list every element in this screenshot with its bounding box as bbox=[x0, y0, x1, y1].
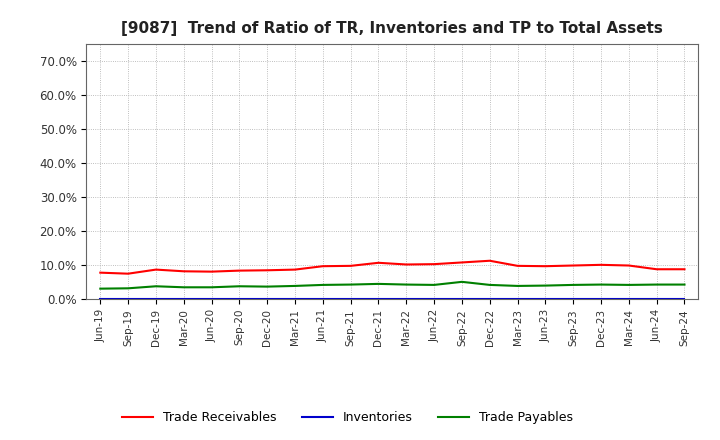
Inventories bbox=[124, 296, 132, 301]
Trade Receivables bbox=[569, 263, 577, 268]
Trade Receivables bbox=[402, 262, 410, 267]
Trade Payables bbox=[291, 283, 300, 289]
Inventories bbox=[179, 296, 188, 301]
Inventories bbox=[597, 296, 606, 301]
Trade Payables bbox=[569, 282, 577, 288]
Trade Payables bbox=[318, 282, 327, 288]
Line: Trade Receivables: Trade Receivables bbox=[100, 261, 685, 274]
Inventories bbox=[652, 296, 661, 301]
Inventories bbox=[318, 296, 327, 301]
Trade Receivables bbox=[624, 263, 633, 268]
Trade Payables bbox=[263, 284, 271, 289]
Trade Payables bbox=[207, 285, 216, 290]
Trade Receivables bbox=[207, 269, 216, 274]
Trade Payables bbox=[513, 283, 522, 289]
Trade Receivables bbox=[485, 258, 494, 264]
Trade Payables bbox=[179, 285, 188, 290]
Trade Receivables bbox=[680, 267, 689, 272]
Trade Receivables bbox=[458, 260, 467, 265]
Inventories bbox=[152, 296, 161, 301]
Trade Receivables bbox=[346, 263, 355, 268]
Inventories bbox=[541, 296, 550, 301]
Trade Payables bbox=[597, 282, 606, 287]
Title: [9087]  Trend of Ratio of TR, Inventories and TP to Total Assets: [9087] Trend of Ratio of TR, Inventories… bbox=[122, 21, 663, 36]
Inventories bbox=[207, 296, 216, 301]
Trade Receivables bbox=[597, 262, 606, 268]
Trade Receivables bbox=[96, 270, 104, 275]
Trade Payables bbox=[680, 282, 689, 287]
Trade Receivables bbox=[430, 261, 438, 267]
Trade Receivables bbox=[291, 267, 300, 272]
Trade Payables bbox=[402, 282, 410, 287]
Trade Payables bbox=[652, 282, 661, 287]
Trade Payables bbox=[346, 282, 355, 287]
Inventories bbox=[346, 296, 355, 301]
Inventories bbox=[402, 296, 410, 301]
Inventories bbox=[680, 296, 689, 301]
Inventories bbox=[291, 296, 300, 301]
Inventories bbox=[624, 296, 633, 301]
Trade Payables bbox=[541, 283, 550, 288]
Inventories bbox=[430, 296, 438, 301]
Inventories bbox=[458, 296, 467, 301]
Trade Payables bbox=[96, 286, 104, 291]
Inventories bbox=[235, 296, 243, 301]
Trade Payables bbox=[485, 282, 494, 288]
Inventories bbox=[569, 296, 577, 301]
Trade Receivables bbox=[318, 264, 327, 269]
Trade Payables bbox=[374, 281, 383, 286]
Trade Receivables bbox=[513, 263, 522, 268]
Trade Receivables bbox=[652, 267, 661, 272]
Trade Payables bbox=[124, 286, 132, 291]
Inventories bbox=[96, 296, 104, 301]
Line: Trade Payables: Trade Payables bbox=[100, 282, 685, 289]
Trade Payables bbox=[235, 284, 243, 289]
Inventories bbox=[513, 296, 522, 301]
Trade Payables bbox=[430, 282, 438, 288]
Inventories bbox=[374, 296, 383, 301]
Inventories bbox=[263, 296, 271, 301]
Trade Receivables bbox=[374, 260, 383, 265]
Trade Payables bbox=[624, 282, 633, 288]
Trade Receivables bbox=[263, 268, 271, 273]
Legend: Trade Receivables, Inventories, Trade Payables: Trade Receivables, Inventories, Trade Pa… bbox=[117, 407, 578, 429]
Trade Receivables bbox=[152, 267, 161, 272]
Inventories bbox=[485, 296, 494, 301]
Trade Payables bbox=[152, 284, 161, 289]
Trade Receivables bbox=[179, 269, 188, 274]
Trade Receivables bbox=[124, 271, 132, 276]
Trade Receivables bbox=[235, 268, 243, 273]
Trade Payables bbox=[458, 279, 467, 285]
Trade Receivables bbox=[541, 264, 550, 269]
